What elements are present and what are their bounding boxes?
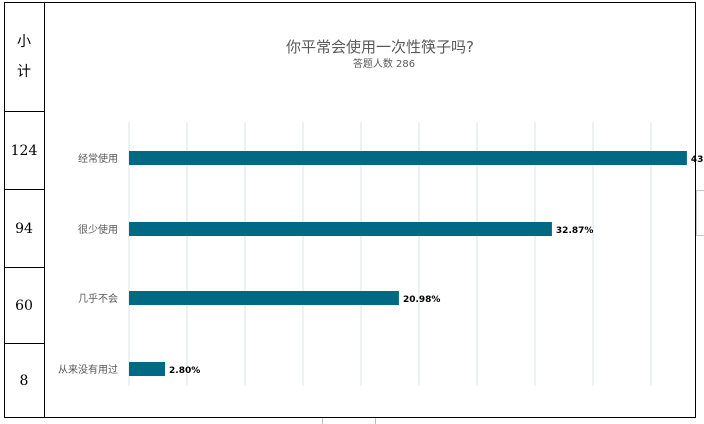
category-label: 几乎不会 xyxy=(78,292,118,305)
value-label: 20.98% xyxy=(403,295,441,305)
value-label: 32.87% xyxy=(556,226,594,236)
count-cell: 94 xyxy=(4,190,44,268)
count-column: 小 计 124 94 60 8 xyxy=(4,2,45,418)
value-label: 43.36% xyxy=(691,155,704,165)
bar xyxy=(129,291,399,305)
header-char-1: 小 xyxy=(17,33,31,50)
bar xyxy=(129,151,687,165)
category-label: 从来没有用过 xyxy=(58,363,118,376)
bar xyxy=(129,222,552,236)
header-char-2: 计 xyxy=(17,63,31,80)
bottom-edge-tab xyxy=(322,418,376,424)
bars: 经常使用 43.36% 很少使用 32.87% 几乎不会 20.98% 从来没有用过 2.80… xyxy=(58,151,704,376)
right-edge-tab xyxy=(696,190,704,236)
category-label: 经常使用 xyxy=(78,152,118,165)
count-cell: 60 xyxy=(4,268,44,344)
value-label: 2.80% xyxy=(169,366,200,376)
grid-lines xyxy=(128,122,652,386)
chart-title: 你平常会使用一次性筷子吗? xyxy=(286,38,474,56)
bar xyxy=(129,362,166,376)
count-column-header: 小 计 xyxy=(4,2,44,112)
chart-subtitle: 答题人数 286 xyxy=(353,57,415,70)
category-label: 很少使用 xyxy=(78,223,118,236)
count-cell: 8 xyxy=(19,373,29,389)
outer-frame xyxy=(4,2,696,418)
count-cell: 124 xyxy=(4,112,44,190)
